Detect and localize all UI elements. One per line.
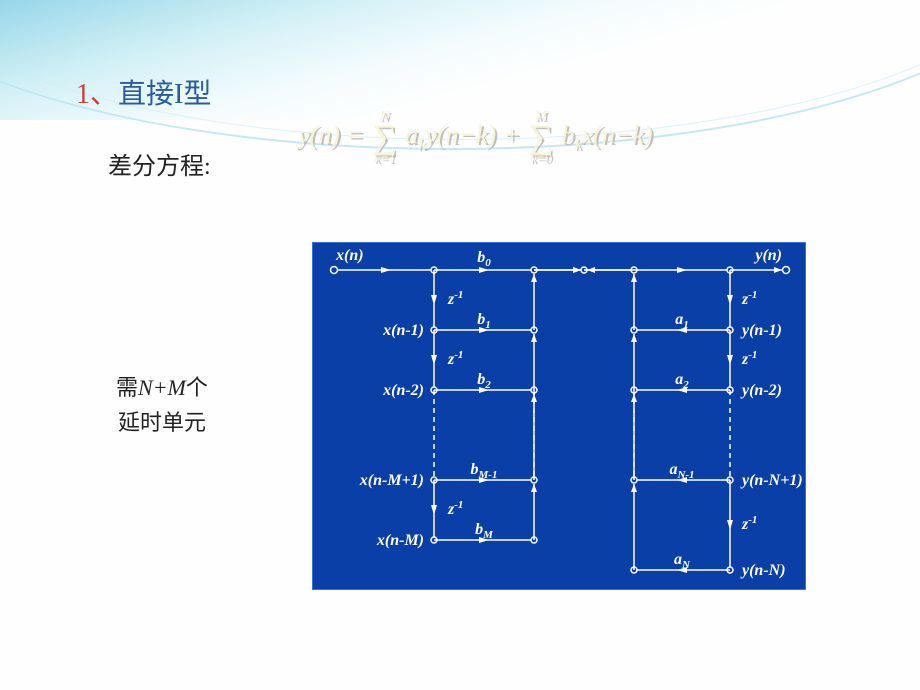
slide-title: 1、直接I型 — [76, 72, 211, 112]
svg-text:y(n-N+1): y(n-N+1) — [740, 472, 803, 489]
title-number: 1、 — [76, 79, 118, 110]
svg-text:y(n-2): y(n-2) — [740, 382, 782, 399]
signal-flow-diagram: x(n)b0y(n)z-1x(n-1)b1z-1y(n-1)a1z-1x(n-2… — [312, 242, 806, 590]
note-line-2: 延时单元 — [116, 405, 208, 440]
difference-equation: y(n) = N ∑ k=1 aky(n−k) + M ∑ k=0 bkx(n−… — [300, 112, 655, 166]
note-post: 个 — [186, 375, 208, 400]
svg-text:y(n): y(n) — [753, 247, 782, 264]
svg-text:x(n-M+1): x(n-M+1) — [359, 472, 424, 489]
note-var: N+M — [138, 375, 186, 400]
delay-units-note: 需N+M个 延时单元 — [116, 370, 208, 440]
svg-text:x(n-1): x(n-1) — [382, 322, 424, 339]
svg-text:y(n-N): y(n-N) — [740, 562, 786, 579]
note-pre: 需 — [116, 375, 138, 400]
svg-text:y(n-1): y(n-1) — [740, 322, 782, 339]
svg-text:x(n): x(n) — [335, 247, 364, 264]
svg-text:x(n-M): x(n-M) — [376, 532, 424, 549]
equation-label: 差分方程: — [108, 146, 211, 181]
note-line-1: 需N+M个 — [116, 370, 208, 405]
title-text: 直接I型 — [118, 79, 211, 110]
svg-text:x(n-2): x(n-2) — [382, 382, 424, 399]
